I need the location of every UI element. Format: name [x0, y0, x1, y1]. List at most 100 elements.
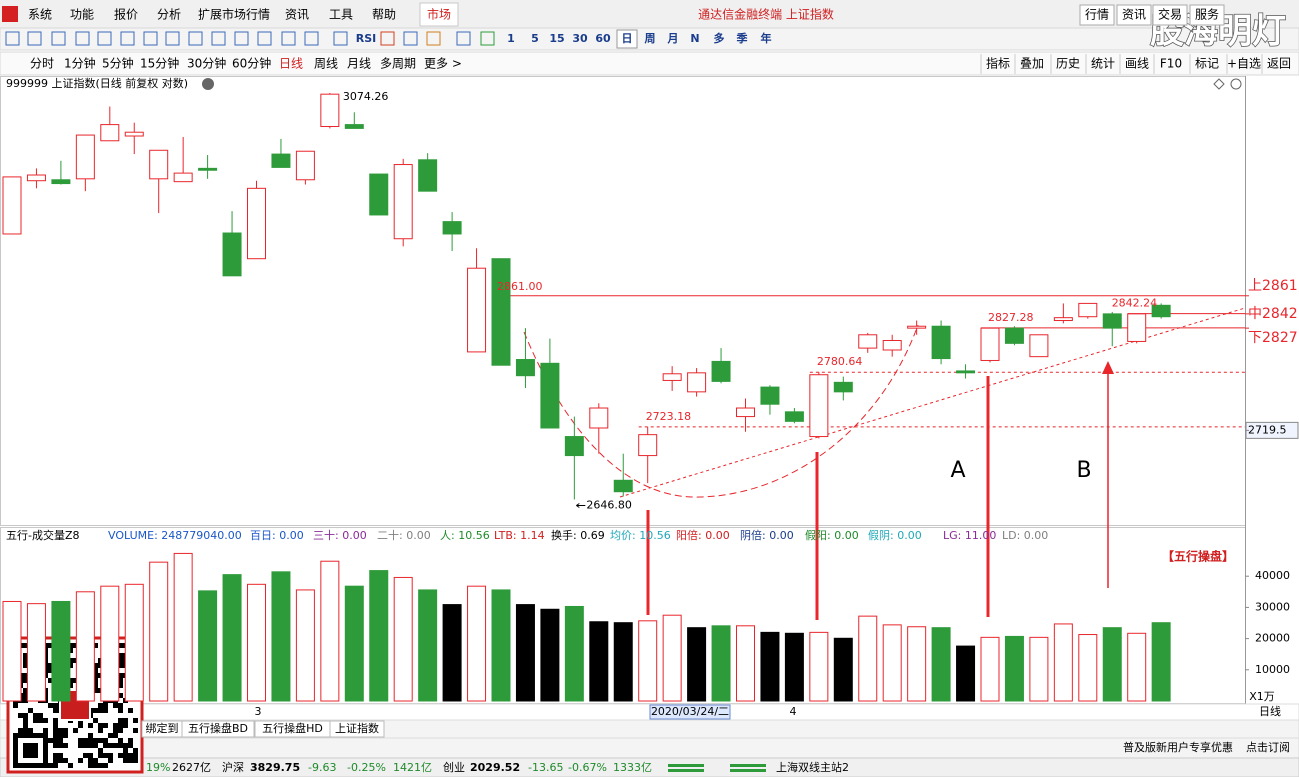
toolbar-button[interactable]: 5 [531, 32, 539, 45]
menu-button-label[interactable]: 行情 [1085, 8, 1109, 22]
menu-button[interactable] [1189, 4, 1225, 26]
menu-item[interactable]: 帮助 [372, 8, 396, 22]
menu-active-tab[interactable] [419, 2, 459, 27]
toolbar-button[interactable]: 15 [549, 32, 564, 45]
period-button[interactable]: 标记 [1195, 57, 1219, 71]
tab-label[interactable]: 上证指数 [335, 721, 379, 735]
qr-module [68, 683, 73, 688]
period-tab[interactable]: 更多 > [424, 57, 462, 71]
toolbar-button[interactable]: RSI [356, 32, 377, 45]
candle-body [760, 386, 780, 405]
volume-bar [1053, 623, 1073, 702]
tab-label[interactable]: 绑定到 [146, 721, 179, 735]
qr-module [53, 753, 58, 758]
toolbar-button[interactable]: 60 [595, 32, 611, 45]
header-dropdown[interactable] [202, 78, 214, 90]
tab[interactable] [329, 720, 385, 738]
period-tab[interactable]: 5分钟 [102, 56, 134, 71]
qr-module [48, 668, 53, 673]
period-button[interactable]: F10 [1160, 57, 1182, 71]
qr-module [93, 688, 98, 693]
indicator-value: LTB: 1.14 [494, 529, 545, 542]
annotation: 2827.28 [988, 311, 1034, 324]
candle-body [1004, 327, 1024, 344]
toolbar-button[interactable]: N [690, 32, 699, 45]
period-tab[interactable]: 分时 [30, 57, 54, 71]
mark-b: B [1076, 458, 1091, 483]
toolbar-button[interactable]: 30 [572, 32, 588, 45]
period-button[interactable]: 画线 [1125, 57, 1149, 71]
qr-module [23, 713, 28, 718]
qr-module [123, 758, 128, 763]
volume-bar [515, 604, 535, 702]
candle-body [931, 325, 951, 360]
tab-label[interactable]: 五行操盘BD [188, 721, 248, 735]
period-tab[interactable]: 多周期 [380, 57, 416, 71]
volume-bar [467, 585, 487, 702]
candle-body [295, 150, 315, 181]
toolbar-button[interactable]: 周 [645, 32, 656, 45]
menu-item[interactable]: 扩展市场行情 [198, 7, 270, 22]
menu-item[interactable]: 报价 [114, 7, 138, 22]
menu-item[interactable]: 系统 [28, 8, 52, 22]
qr-module [53, 763, 58, 768]
indicator-value: VOLUME: 248779040.00 [108, 529, 242, 542]
toolbar-button[interactable]: 日 [622, 32, 633, 45]
toolbar-button[interactable]: 多 [714, 31, 725, 45]
menu-button[interactable] [1116, 4, 1152, 26]
qr-module [103, 703, 108, 708]
period-button[interactable]: 统计 [1091, 57, 1115, 71]
menu-button[interactable] [1079, 4, 1115, 26]
menu-button-label[interactable]: 交易 [1158, 7, 1182, 22]
period-tab[interactable]: 15分钟 [140, 56, 179, 71]
period-button[interactable]: 指标 [986, 56, 1010, 71]
toolbar-button[interactable]: 1 [507, 32, 515, 45]
tab-label[interactable]: 五行操盘HD [262, 721, 323, 735]
candle-body [515, 359, 535, 377]
qr-module [63, 758, 68, 763]
qr-module [33, 718, 38, 723]
period-tab[interactable]: 1分钟 [64, 56, 96, 71]
qr-module [128, 708, 133, 713]
qr-module [23, 688, 28, 693]
indicator-title: 五行-成交量Z8 [6, 528, 80, 542]
menu-item[interactable]: 资讯 [285, 8, 309, 22]
qr-module [118, 743, 123, 748]
qr-module [128, 758, 133, 763]
volume-bar [491, 589, 511, 702]
period-tab[interactable]: 30分钟 [187, 56, 226, 71]
menu-button-label[interactable]: 服务 [1195, 7, 1219, 22]
period-button[interactable]: 叠加 [1020, 57, 1044, 71]
promo-link[interactable]: 点击订阅 [1246, 741, 1290, 754]
menu-item[interactable]: 分析 [157, 8, 181, 22]
window-title: 通达信金融终端 上证指数 [698, 7, 834, 22]
volume-bar [1102, 627, 1122, 702]
toolbar-button[interactable]: 年 [761, 31, 772, 45]
menu-button-label[interactable]: 资讯 [1122, 8, 1146, 22]
menu-item[interactable]: 市场 [427, 7, 451, 22]
toolbar-button[interactable]: 月 [667, 32, 679, 45]
period-tab[interactable]: 月线 [347, 57, 371, 71]
period-button[interactable]: 历史 [1056, 57, 1080, 71]
candle-body [589, 407, 609, 429]
candle-body [736, 407, 755, 418]
period-button[interactable]: +自选 [1227, 57, 1261, 71]
menu-item[interactable]: 工具 [329, 8, 353, 22]
candle-body [687, 372, 707, 393]
period-tab[interactable]: 周线 [314, 57, 338, 71]
qr-module [98, 738, 103, 743]
qr-module [93, 718, 98, 723]
status-first: 19% [146, 761, 170, 774]
tab[interactable] [181, 720, 255, 738]
panel-close[interactable] [1230, 78, 1242, 90]
menu-item[interactable]: 功能 [70, 8, 94, 22]
panel-toggle[interactable] [1213, 78, 1225, 90]
period-tab[interactable]: 日线 [279, 57, 303, 71]
period-tab[interactable]: 60分钟 [232, 56, 271, 71]
status-pct: -0.25% [347, 761, 386, 774]
menu-button[interactable] [1152, 4, 1188, 26]
period-button[interactable]: 返回 [1267, 57, 1291, 71]
toolbar-button[interactable]: 季 [736, 31, 749, 45]
volume-bar [51, 600, 71, 702]
qr-module [128, 738, 133, 743]
